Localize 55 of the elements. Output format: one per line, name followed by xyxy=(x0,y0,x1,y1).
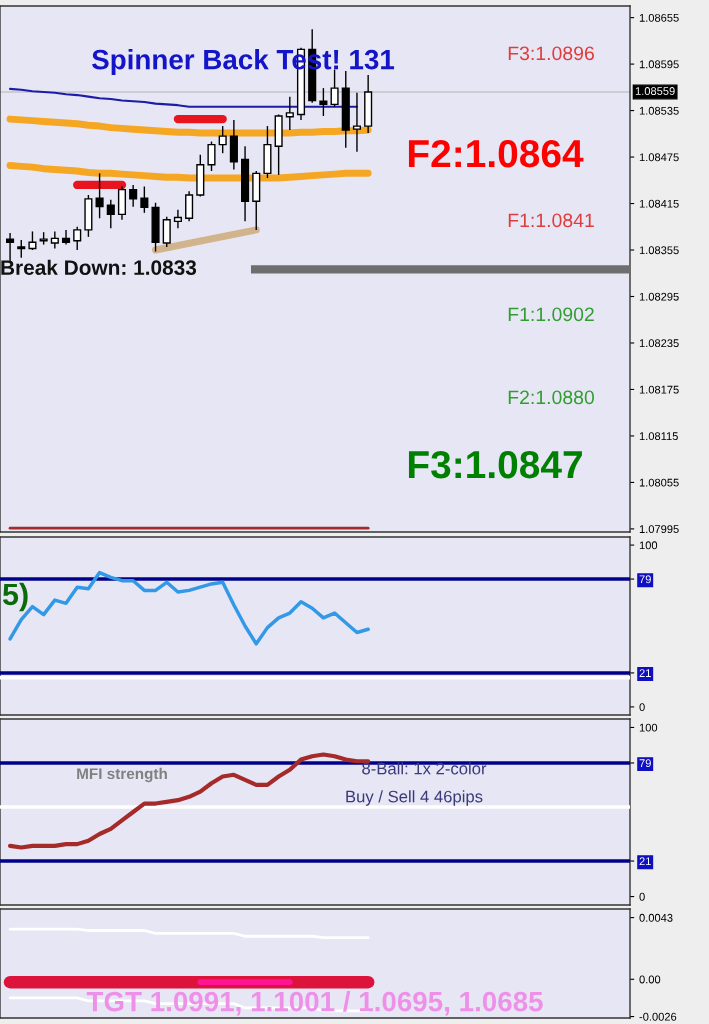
annotation: F1:1.0841 xyxy=(508,213,594,228)
annotation: F3:1.0847 xyxy=(408,450,582,479)
candlestick xyxy=(129,184,138,208)
y-tick-label: 21 xyxy=(639,669,651,677)
candlestick xyxy=(106,198,115,230)
y-tick-label: 21 xyxy=(639,857,651,866)
y-tick-label: 0.0043 xyxy=(639,913,673,922)
y-tick-label: 79 xyxy=(639,575,651,584)
y-tick-label: 1.08115 xyxy=(639,432,678,441)
y-tick-label: 1.08655 xyxy=(639,13,679,22)
y-tick-label: 1.08295 xyxy=(639,292,679,301)
y-tick-label: 1.08595 xyxy=(639,60,679,69)
candlestick xyxy=(207,140,216,172)
candlestick xyxy=(50,230,59,250)
annotation: F2:1.0864 xyxy=(408,139,584,168)
annotation: TGT 1.0991, 1.1001 / 1.0695, 1.0685 xyxy=(86,991,543,1016)
y-tick-label: 1.08415 xyxy=(639,199,679,208)
candlestick xyxy=(330,68,339,108)
y-tick-label: 0 xyxy=(639,892,645,901)
y-tick-label: 1.08235 xyxy=(639,339,679,348)
annotation: F3:1.0896 xyxy=(508,46,594,61)
line-series xyxy=(9,87,358,108)
line-series xyxy=(8,927,370,940)
candlestick xyxy=(319,87,328,117)
annotation: 5) xyxy=(2,582,28,612)
y-tick-label: 100 xyxy=(639,723,658,732)
y-tick-label: 0.00 xyxy=(639,975,661,984)
annotation: 8-Ball: 1x 2-color xyxy=(362,762,487,775)
candlestick xyxy=(61,229,71,246)
candlestick xyxy=(95,172,104,219)
candlestick xyxy=(28,230,37,251)
y-tick-label: 1.08055 xyxy=(639,478,679,487)
candlestick xyxy=(185,190,194,223)
y-tick-label: 79 xyxy=(639,759,651,768)
candlestick xyxy=(140,185,149,214)
y-tick-label: 1.08475 xyxy=(639,153,679,162)
y-tick-label: 0 xyxy=(639,703,645,712)
y-tick-label: 1.08175 xyxy=(639,385,679,394)
candlestick xyxy=(73,226,82,251)
candlestick xyxy=(162,216,171,248)
ref-line-label: Break Down: 1.0833 xyxy=(1,259,197,276)
y-tick-label: 100 xyxy=(639,541,658,550)
annotation: Buy / Sell 4 46pips xyxy=(346,790,483,806)
annotation: F2:1.0880 xyxy=(508,390,595,405)
annotation: F1:1.0902 xyxy=(508,307,594,322)
candlestick xyxy=(352,92,362,153)
candlestick xyxy=(285,95,294,131)
y-tick-label: 1.08355 xyxy=(639,246,679,255)
y-tick-label: -0.0026 xyxy=(639,1012,677,1021)
candlestick xyxy=(218,125,227,154)
y-tick-label: 1.07995 xyxy=(639,525,679,534)
candlestick xyxy=(173,209,182,230)
y-tick-label: 1.08535 xyxy=(639,106,679,115)
ref-line-label: 1.08559 xyxy=(635,87,675,95)
annotation: MFI strength xyxy=(77,767,167,783)
